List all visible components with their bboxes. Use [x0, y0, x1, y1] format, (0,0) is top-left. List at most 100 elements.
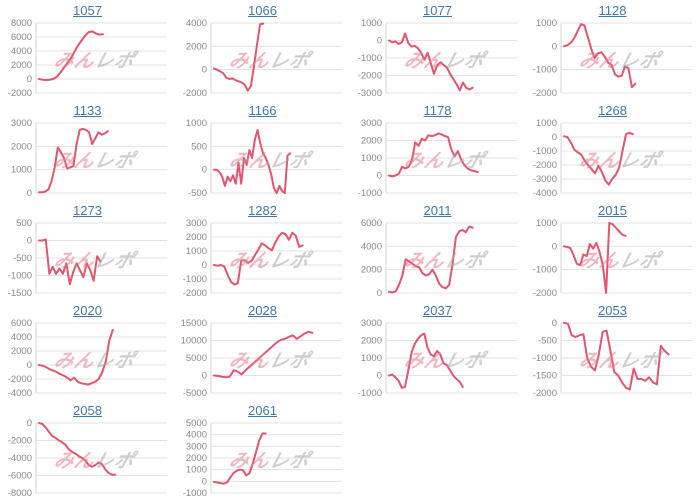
- y-tick-label: 2000: [361, 265, 382, 276]
- data-series-line: [213, 432, 267, 485]
- y-tick-label: -1000: [533, 146, 557, 157]
- chart-title-link[interactable]: 1077: [423, 3, 452, 18]
- line-chart: 3000 2000 1000 0 -1000 -2000: [183, 219, 342, 297]
- y-tick-label: 6000: [361, 219, 382, 229]
- chart-title-link[interactable]: 2028: [248, 303, 277, 318]
- line-chart: 1000 0 -1000 -2000: [533, 219, 692, 297]
- chart-cell: 2058 0 -2000 -4000 -6000 -8000 みんレポ: [0, 400, 175, 500]
- y-tick-label: -2000: [533, 88, 557, 97]
- data-series-line: [38, 30, 104, 81]
- y-tick-label: 6000: [11, 319, 32, 329]
- y-tick-label: 500: [16, 219, 32, 229]
- chart-cell: 1077 1000 0 -1000 -2000 -3000 みんレポ: [350, 0, 525, 100]
- plot-area: 8000 6000 4000 2000 0 -2000 みんレポ: [0, 19, 175, 97]
- line-chart: 0 -2000 -4000 -6000 -8000: [8, 419, 167, 497]
- data-series-line: [213, 231, 304, 286]
- chart-title-link[interactable]: 2037: [423, 303, 452, 318]
- y-tick-label: 2000: [11, 60, 32, 71]
- y-tick-label: 8000: [11, 19, 32, 29]
- y-tick-label: -2000: [533, 288, 557, 297]
- y-tick-label: -2000: [183, 288, 207, 297]
- y-tick-label: -1000: [8, 271, 32, 282]
- line-chart: 1000 0 -1000 -2000 -3000: [358, 19, 517, 97]
- y-tick-label: -6000: [8, 471, 32, 482]
- y-tick-label: -2000: [533, 388, 557, 397]
- y-tick-label: -1000: [533, 353, 557, 364]
- chart-cell: 1166 1000 500 0 -500 みんレポ: [175, 100, 350, 200]
- y-tick-label: -8000: [8, 488, 32, 497]
- y-tick-label: -4000: [533, 188, 557, 197]
- chart-cell: 2011 6000 4000 2000 0 みんレポ: [350, 200, 525, 300]
- y-tick-label: -2000: [8, 374, 32, 385]
- y-tick-label: -1500: [8, 288, 32, 297]
- chart-title-link[interactable]: 2011: [423, 203, 452, 218]
- y-tick-label: 0: [202, 165, 207, 176]
- y-tick-label: 4000: [186, 430, 207, 441]
- plot-area: 15000 10000 5000 0 -5000 みんレポ: [175, 319, 350, 397]
- data-series-line: [38, 329, 114, 386]
- chart-cell: 1057 8000 6000 4000 2000 0 -2000 みんレポ: [0, 0, 175, 100]
- chart-title-link[interactable]: 2053: [598, 303, 627, 318]
- y-tick-label: -4000: [8, 453, 32, 464]
- chart-cell: 1066 4000 2000 0 -2000 みんレポ: [175, 0, 350, 100]
- chart-title-link[interactable]: 2020: [73, 303, 102, 318]
- y-tick-label: 0: [27, 236, 32, 247]
- chart-title-link[interactable]: 1273: [73, 203, 102, 218]
- y-tick-label: -5000: [183, 388, 207, 397]
- y-tick-label: 1000: [11, 165, 32, 176]
- line-chart: 6000 4000 2000 0: [361, 219, 517, 297]
- y-tick-label: 1000: [536, 119, 557, 129]
- chart-cell: 2037 3000 2000 1000 0 -1000 みんレポ: [350, 300, 525, 400]
- y-tick-label: 4000: [11, 332, 32, 343]
- y-tick-label: -1000: [533, 265, 557, 276]
- y-tick-label: -2000: [358, 71, 382, 82]
- chart-cell: 2061 5000 4000 3000 2000 1000 0 -1000 みんレポ: [175, 400, 350, 500]
- data-series-line: [38, 127, 109, 194]
- y-tick-label: 15000: [181, 319, 207, 329]
- chart-title-link[interactable]: 1166: [248, 103, 277, 118]
- y-tick-label: 0: [202, 476, 207, 487]
- chart-title-link[interactable]: 1282: [248, 203, 277, 218]
- y-tick-label: 2000: [11, 141, 32, 152]
- data-series-line: [38, 422, 117, 476]
- y-tick-label: -500: [188, 188, 207, 197]
- chart-title-link[interactable]: 1066: [248, 3, 277, 18]
- chart-cell: 1282 3000 2000 1000 0 -1000 -2000 みんレポ: [175, 200, 350, 300]
- y-tick-label: -1500: [533, 371, 557, 382]
- data-series-line: [388, 225, 474, 294]
- chart-cell: 1273 500 0 -500 -1000 -1500 みんレポ: [0, 200, 175, 300]
- y-tick-label: 0: [377, 288, 382, 297]
- chart-title-link[interactable]: 2058: [73, 403, 102, 418]
- data-series-line: [563, 131, 634, 186]
- chart-title-link[interactable]: 2061: [248, 403, 277, 418]
- y-tick-label: 3000: [361, 119, 382, 129]
- chart-title-link[interactable]: 1133: [73, 103, 102, 118]
- line-chart: 3000 2000 1000 0 -1000: [358, 119, 517, 197]
- y-tick-label: -3000: [358, 88, 382, 97]
- plot-area: 3000 2000 1000 0 -1000 -2000 みんレポ: [175, 219, 350, 297]
- chart-title-link[interactable]: 1128: [598, 3, 627, 18]
- y-tick-label: 0: [27, 360, 32, 371]
- plot-area: 1000 0 -1000 -2000 みんレポ: [525, 19, 700, 97]
- data-series-line: [563, 23, 637, 89]
- y-tick-label: -2000: [533, 160, 557, 171]
- data-series-line: [213, 129, 292, 194]
- line-chart: 3000 2000 1000 0: [11, 119, 167, 197]
- y-tick-label: 1000: [186, 119, 207, 129]
- y-tick-label: 5000: [186, 419, 207, 429]
- plot-area: 0 -500 -1000 -1500 -2000 みんレポ: [525, 319, 700, 397]
- y-tick-label: 4000: [361, 241, 382, 252]
- chart-cell: 2020 6000 4000 2000 0 -2000 -4000 みんレポ: [0, 300, 175, 400]
- line-chart: 1000 500 0 -500: [186, 119, 342, 197]
- chart-title-link[interactable]: 1057: [73, 3, 102, 18]
- plot-area: 1000 0 -1000 -2000 -3000 みんレポ: [350, 19, 525, 97]
- chart-title-link[interactable]: 1268: [598, 103, 627, 118]
- chart-title-link[interactable]: 2015: [598, 203, 627, 218]
- chart-title-link[interactable]: 1178: [423, 103, 452, 118]
- y-tick-label: 2000: [11, 346, 32, 357]
- line-chart: 0 -500 -1000 -1500 -2000: [533, 319, 692, 397]
- y-tick-label: 6000: [11, 32, 32, 43]
- y-tick-label: 0: [202, 371, 207, 382]
